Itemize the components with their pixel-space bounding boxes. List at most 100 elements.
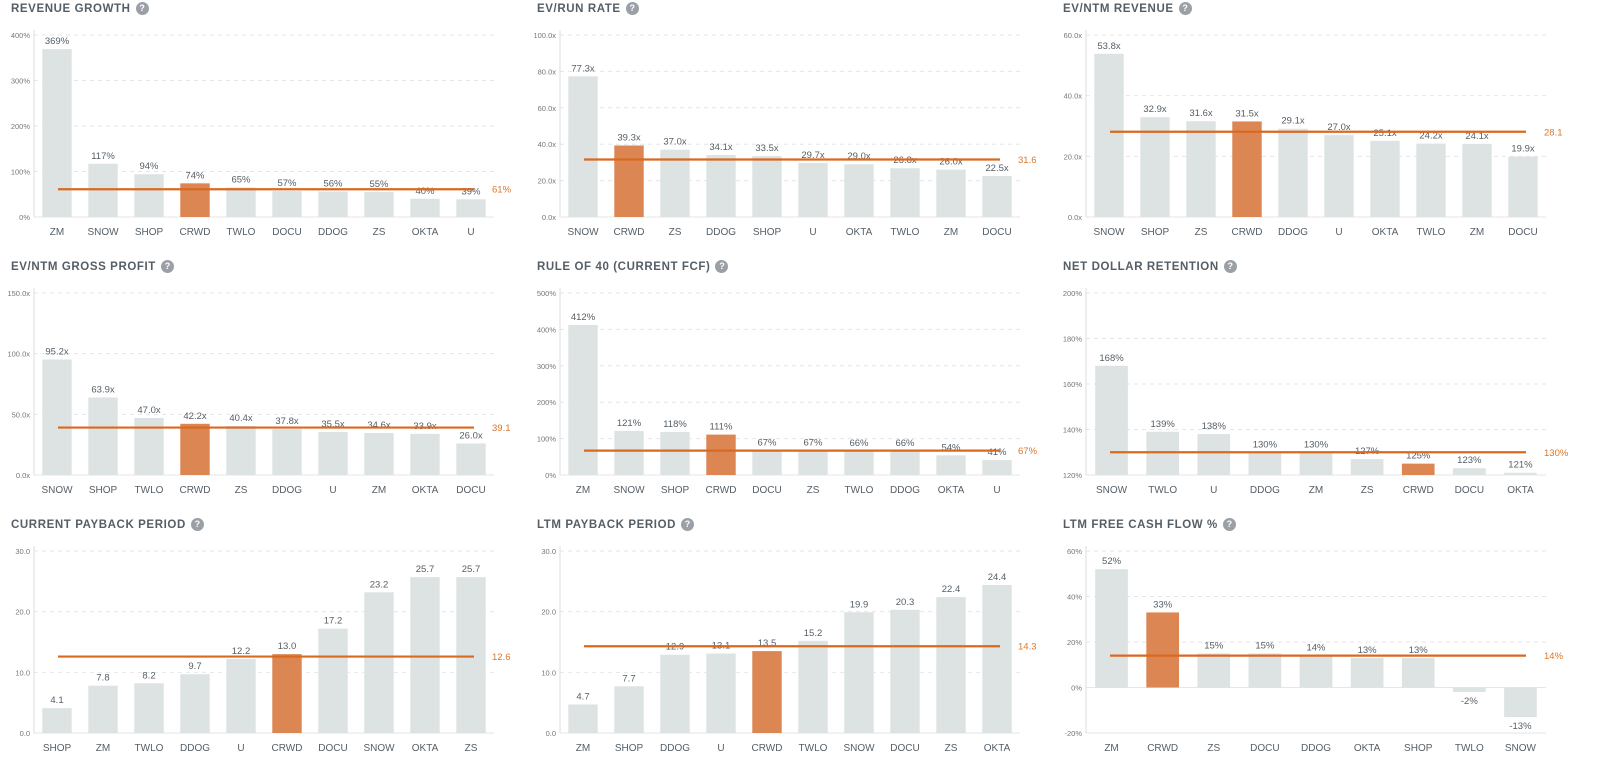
bar <box>660 149 690 217</box>
value-label: 22.4 <box>942 584 961 595</box>
value-label: 41% <box>987 447 1007 458</box>
help-icon[interactable]: ? <box>190 518 204 531</box>
chart-title: LTM PAYBACK PERIOD? <box>537 518 695 531</box>
value-label: 54% <box>941 442 961 453</box>
y-tick-label: 400% <box>537 325 557 334</box>
category-label: DOCU <box>456 485 485 496</box>
median-label: 28.1 <box>1544 127 1563 138</box>
bar <box>568 704 598 733</box>
bar <box>1508 156 1538 217</box>
category-label: TWLO <box>1455 743 1484 754</box>
value-label: 66% <box>895 438 915 449</box>
help-icon[interactable]: ? <box>1178 2 1192 15</box>
category-label: TWLO <box>135 485 164 496</box>
category-label: SHOP <box>43 743 72 754</box>
y-tick-label: 300% <box>11 77 31 86</box>
category-label: OKTA <box>984 743 1011 754</box>
y-tick-label: 0.0 <box>546 729 556 738</box>
value-label: 40.4x <box>229 413 252 424</box>
chart-title: EV/RUN RATE? <box>537 2 639 15</box>
value-label: 22.5x <box>985 163 1008 174</box>
y-tick-label: 100% <box>537 435 557 444</box>
value-label: 29.1x <box>1281 116 1304 127</box>
bar <box>180 674 210 733</box>
ltm-payback-period-panel: LTM PAYBACK PERIOD? 0.0 10.0 20.0 30.0 4.7 ZM… <box>526 516 1051 766</box>
y-tick-label: 200% <box>11 122 31 131</box>
value-label: 39% <box>461 186 481 197</box>
chart-title: CURRENT PAYBACK PERIOD? <box>11 518 204 531</box>
y-tick-label: 20.0x <box>538 177 557 186</box>
bar <box>1401 463 1435 475</box>
value-label: 67% <box>757 438 777 449</box>
category-label: U <box>809 227 816 238</box>
value-label: 29.0x <box>847 151 870 162</box>
bar <box>272 654 302 733</box>
bar <box>1299 452 1333 475</box>
value-label: 125% <box>1406 451 1431 462</box>
help-icon[interactable]: ? <box>135 2 149 15</box>
value-label: 24.4 <box>988 572 1007 583</box>
value-label: 40% <box>415 186 435 197</box>
value-label: -13% <box>1509 721 1532 732</box>
value-label: 26.0x <box>459 430 482 441</box>
y-tick-label: 0.0x <box>1068 213 1082 222</box>
value-label: 13% <box>1409 645 1429 656</box>
value-label: 66% <box>849 438 869 449</box>
category-label: CRWD <box>614 227 645 238</box>
value-label: 65% <box>231 174 251 185</box>
chart-title: EV/NTM GROSS PROFIT? <box>11 260 174 273</box>
value-label: 27.0x <box>1327 122 1350 133</box>
bar <box>1299 655 1333 688</box>
y-tick-label: 150.0x <box>7 289 30 298</box>
category-label: OKTA <box>412 743 439 754</box>
help-icon[interactable]: ? <box>681 518 695 531</box>
category-label: DDOG <box>706 227 736 238</box>
help-icon[interactable]: ? <box>160 260 174 273</box>
category-label: DOCU <box>982 227 1011 238</box>
category-label: CRWD <box>1403 485 1434 496</box>
value-label: 139% <box>1151 419 1176 430</box>
help-icon[interactable]: ? <box>1223 260 1237 273</box>
bar <box>272 191 302 217</box>
value-label: 77.3x <box>571 63 594 74</box>
bar <box>1197 434 1231 475</box>
net-dollar-retention-chart: 120% 140% 160% 180% 200% 168% SNOW 139% TWLO 138%… <box>1063 288 1569 496</box>
bar <box>410 577 440 733</box>
value-label: 23.2 <box>370 579 389 590</box>
value-label: 39.3x <box>617 132 640 143</box>
bar <box>1504 687 1537 718</box>
bar <box>134 683 164 733</box>
y-tick-label: 0% <box>19 213 30 222</box>
bar <box>1146 612 1180 688</box>
bar <box>410 433 440 475</box>
category-label: ZS <box>669 227 682 238</box>
help-icon[interactable]: ? <box>715 260 729 273</box>
value-label: 74% <box>185 170 205 181</box>
category-label: DOCU <box>1250 743 1279 754</box>
category-label: TWLO <box>135 743 164 754</box>
value-label: 34.1x <box>709 142 732 153</box>
value-label: 15.2 <box>804 628 823 639</box>
category-label: OKTA <box>1507 485 1534 496</box>
help-icon[interactable]: ? <box>1222 518 1236 531</box>
category-label: ZM <box>576 743 590 754</box>
y-tick-label: 500% <box>537 289 557 298</box>
value-label: 25.1x <box>1373 128 1396 139</box>
bar <box>890 168 920 217</box>
bar <box>1094 53 1124 217</box>
bar <box>42 49 72 218</box>
bar <box>844 450 874 475</box>
chart-title: EV/NTM REVENUE? <box>1063 2 1192 15</box>
category-label: CRWD <box>752 743 783 754</box>
help-icon[interactable]: ? <box>625 2 639 15</box>
category-label: CRWD <box>706 485 737 496</box>
category-label: DDOG <box>660 743 690 754</box>
category-label: OKTA <box>1354 743 1381 754</box>
category-label: ZM <box>944 227 958 238</box>
value-label: 7.7 <box>622 673 635 684</box>
category-label: U <box>329 485 336 496</box>
value-label: 4.7 <box>576 691 589 702</box>
bar <box>614 145 644 217</box>
value-label: 12.2 <box>232 646 251 657</box>
bar <box>752 651 782 733</box>
